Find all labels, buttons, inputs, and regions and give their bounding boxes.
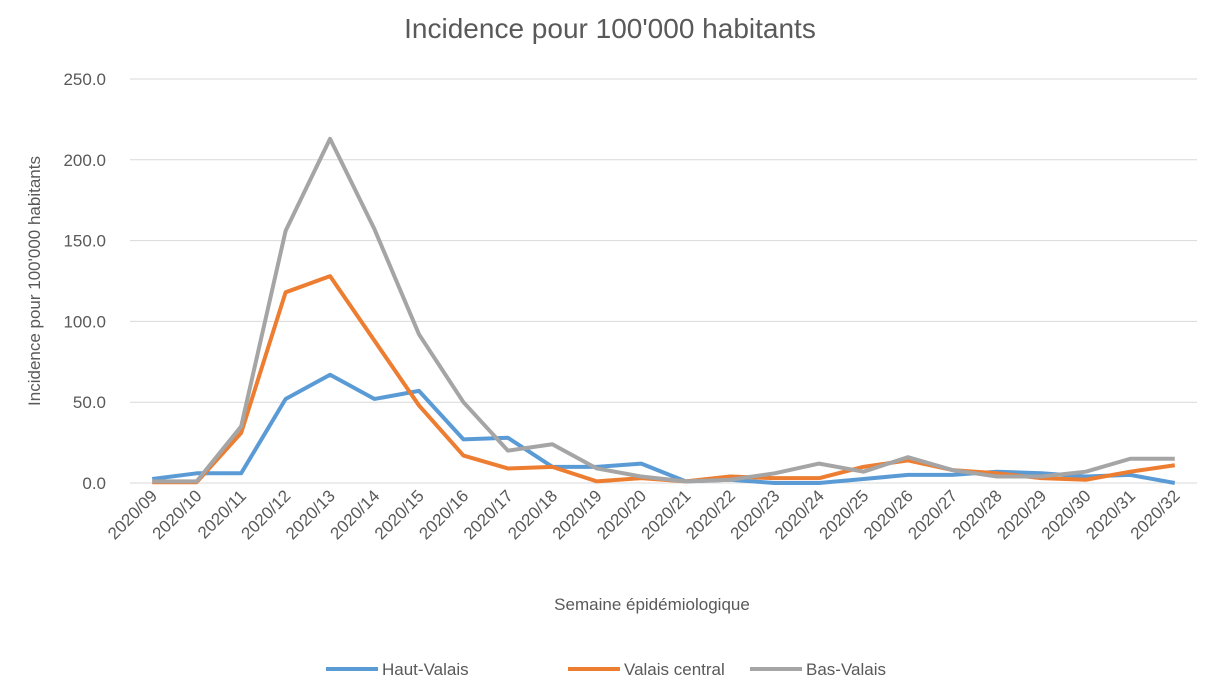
series-line	[151, 372, 1176, 485]
x-axis-label: Semaine épidémiologique	[554, 595, 750, 614]
x-tick-label: 2020/32	[1127, 486, 1184, 543]
legend-label: Bas-Valais	[806, 660, 886, 679]
y-tick-label: 0.0	[82, 474, 106, 493]
x-tick-label: 2020/10	[149, 486, 206, 543]
y-tick-label: 100.0	[63, 312, 106, 331]
y-axis-label: Incidence pour 100'000 habitants	[25, 156, 44, 406]
chart-title: Incidence pour 100'000 habitants	[404, 13, 816, 44]
y-tick-label: 250.0	[63, 70, 106, 89]
y-tick-label: 50.0	[73, 393, 106, 412]
y-tick-label: 150.0	[63, 232, 106, 251]
series-line	[152, 136, 1175, 484]
legend-label: Valais central	[624, 660, 725, 679]
y-tick-label: 200.0	[63, 151, 106, 170]
legend-label: Haut-Valais	[382, 660, 469, 679]
series-line	[152, 274, 1176, 485]
